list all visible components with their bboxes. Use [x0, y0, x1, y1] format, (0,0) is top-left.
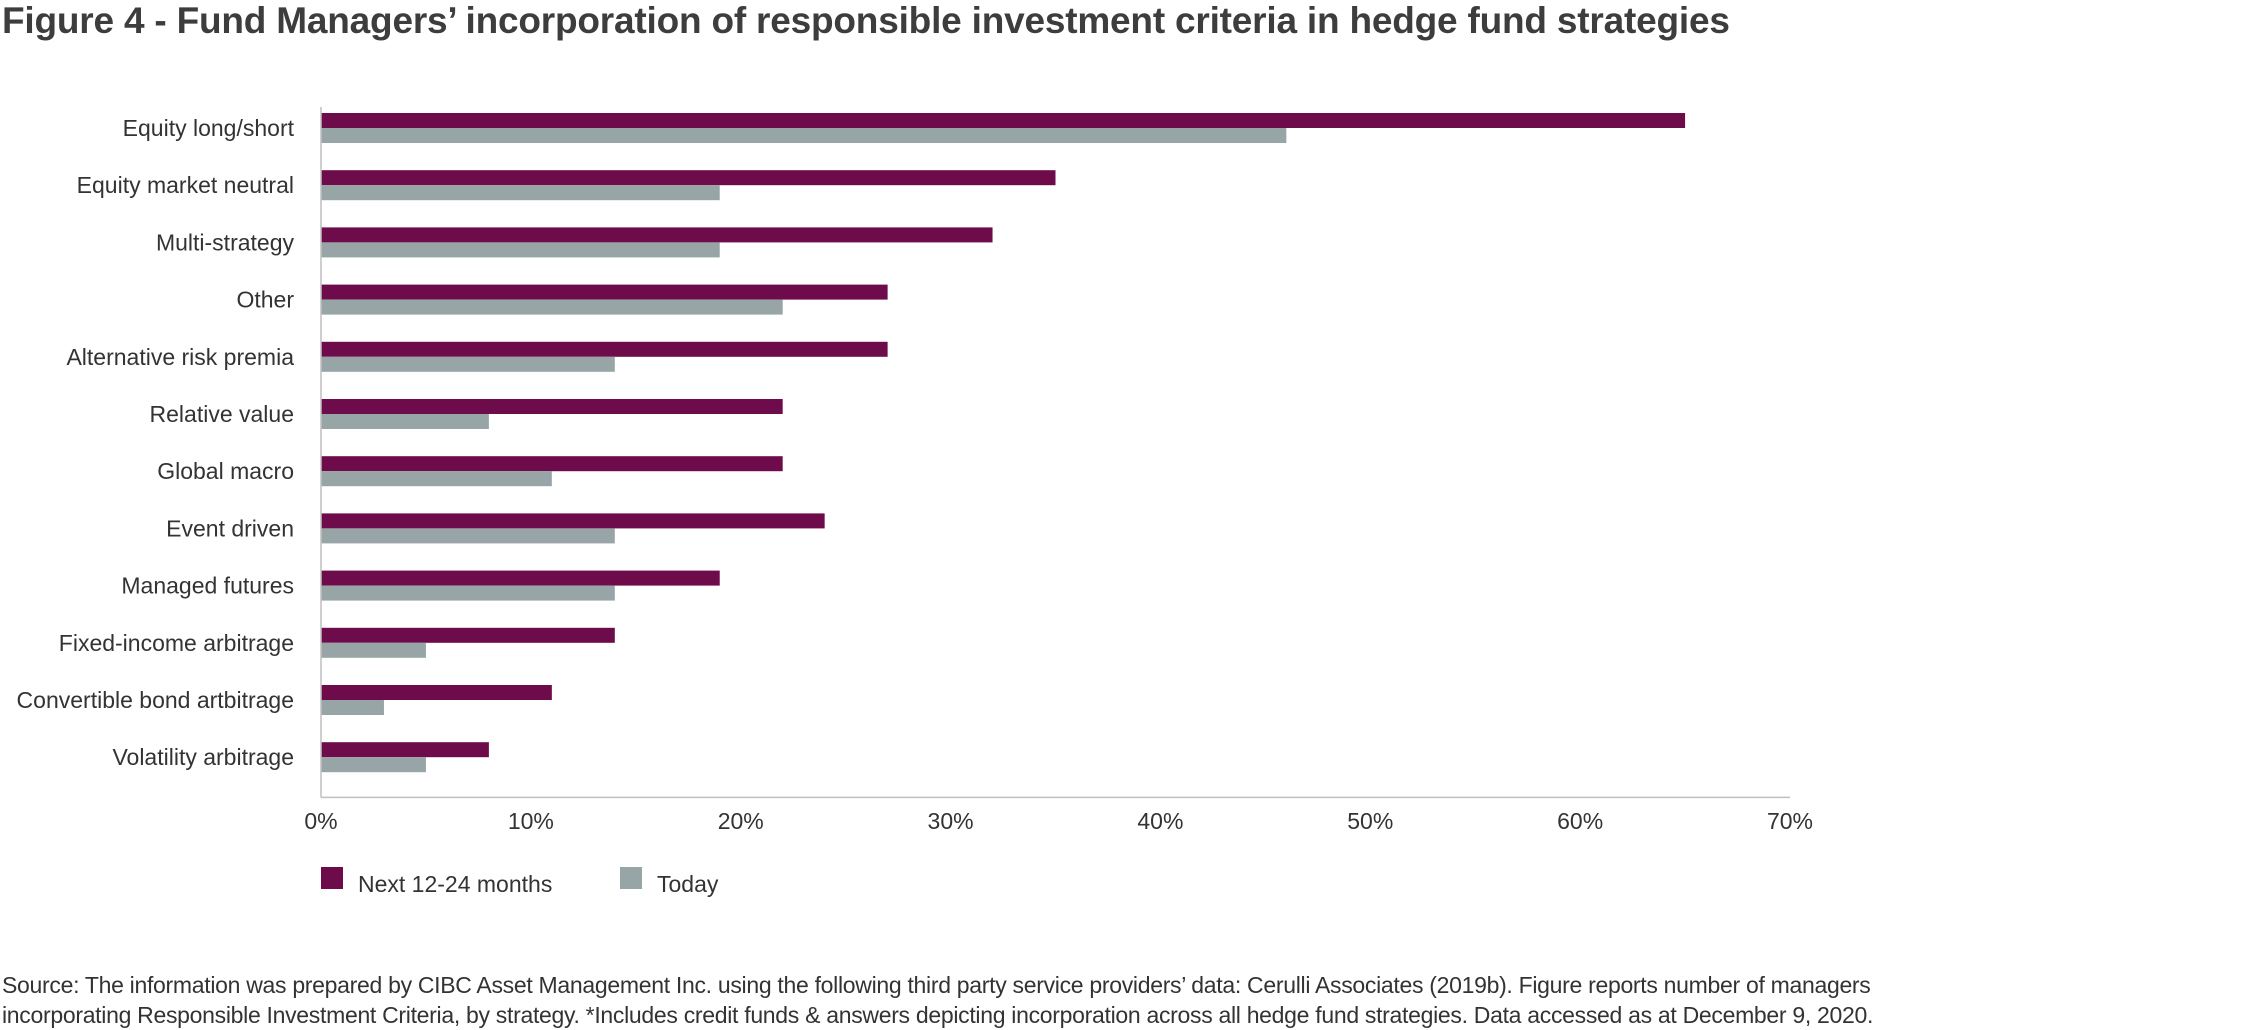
bar-next-12-24-months — [321, 284, 888, 300]
bar-next-12-24-months — [321, 685, 552, 700]
x-tick-label: 20% — [718, 808, 764, 834]
chart-title: Figure 4 - Fund Managers’ incorporation … — [2, 0, 1730, 41]
bar-next-12-24-months — [321, 456, 783, 472]
x-tick-label: 60% — [1557, 808, 1603, 834]
category-label: Global macro — [157, 458, 294, 484]
bar-next-12-24-months — [321, 341, 888, 357]
x-axis: 0% 10% 20% 30% 40% 50% 60% 70% — [304, 107, 1813, 834]
bar-chart: Equity long/short Equity market neutral Mu… — [17, 107, 1813, 897]
category-label: Relative value — [150, 401, 294, 427]
bars — [321, 113, 1686, 773]
category-label: Equity market neutral — [77, 172, 294, 198]
legend: Next 12-24 months Today — [321, 867, 719, 897]
bar-next-12-24-months — [321, 570, 720, 586]
bar-next-12-24-months — [321, 227, 993, 243]
legend-label: Today — [657, 871, 719, 897]
category-label: Volatility arbitrage — [112, 744, 294, 770]
x-tick-label: 40% — [1137, 808, 1183, 834]
bar-next-12-24-months — [321, 627, 615, 643]
bar-today — [321, 700, 384, 715]
category-label: Convertible bond artbitrage — [17, 687, 294, 713]
bar-today — [321, 299, 783, 315]
source-line-2: incorporating Responsible Investment Cri… — [2, 1002, 1874, 1028]
bar-next-12-24-months — [321, 742, 489, 758]
bar-today — [321, 471, 552, 487]
bar-today — [321, 128, 1287, 143]
bar-today — [321, 528, 615, 544]
bar-today — [321, 757, 426, 773]
category-label: Managed futures — [121, 573, 294, 599]
category-labels: Equity long/short Equity market neutral Mu… — [17, 115, 295, 770]
x-tick-label: 10% — [508, 808, 554, 834]
bar-today — [321, 414, 489, 429]
bar-today — [321, 185, 720, 201]
category-label: Other — [236, 287, 294, 313]
source-line-1: Source: The information was prepared by … — [2, 972, 1871, 998]
x-tick-label: 50% — [1347, 808, 1393, 834]
bar-next-12-24-months — [321, 399, 783, 414]
legend-swatch — [620, 867, 642, 889]
category-label: Multi-strategy — [156, 229, 295, 255]
bar-today — [321, 585, 615, 601]
x-tick-label: 0% — [304, 808, 337, 834]
bar-today — [321, 242, 720, 258]
category-label: Equity long/short — [123, 115, 295, 141]
source-note: Source: The information was prepared by … — [2, 970, 2252, 1030]
x-tick-label: 30% — [928, 808, 974, 834]
category-label: Fixed-income arbitrage — [59, 630, 294, 656]
bar-today — [321, 642, 426, 658]
category-label: Event driven — [166, 515, 294, 541]
category-label: Alternative risk premia — [66, 344, 294, 370]
legend-swatch — [321, 867, 343, 889]
x-tick-label: 70% — [1767, 808, 1813, 834]
bar-next-12-24-months — [321, 113, 1686, 128]
bar-next-12-24-months — [321, 513, 825, 529]
bar-next-12-24-months — [321, 170, 1056, 186]
legend-label: Next 12-24 months — [358, 871, 552, 897]
bar-today — [321, 356, 615, 372]
